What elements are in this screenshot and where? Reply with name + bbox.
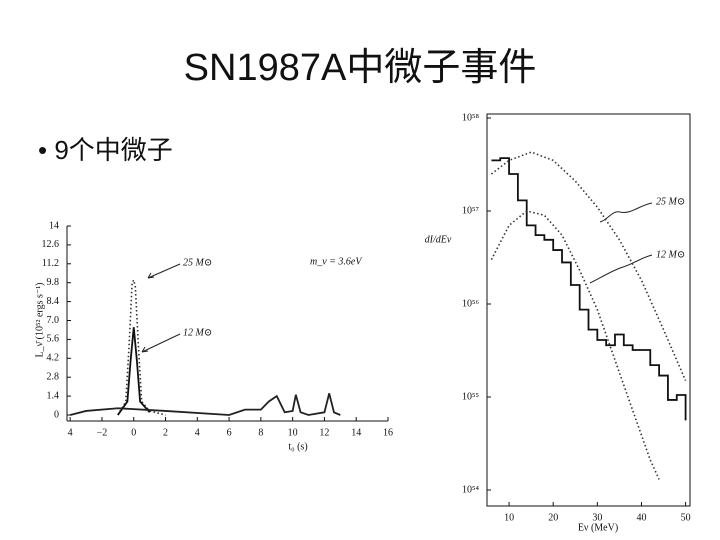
arrow <box>147 263 181 279</box>
x-tick-label: 6 <box>227 427 232 438</box>
y-tick-label: 10⁵⁴ <box>462 484 479 495</box>
series-line <box>69 393 341 416</box>
y-axis-label: L_ν̄ (10⁵² ergs s⁻¹) <box>34 283 45 358</box>
y-tick-label: 8.4 <box>47 296 60 307</box>
x-tick-label: −2 <box>97 427 108 438</box>
y-tick-label: 5.6 <box>47 334 60 345</box>
annotation: 12 M⊙ <box>656 249 685 260</box>
y-tick-label: 7.0 <box>47 315 60 326</box>
annotation: m_ν = 3.6eV <box>310 256 363 267</box>
plot-frame <box>486 113 691 507</box>
x-tick-label: 20 <box>548 512 558 523</box>
x-tick-label: 50 <box>681 512 691 523</box>
arrow <box>599 202 653 223</box>
x-tick-label: 30 <box>592 512 602 523</box>
y-tick-label: 9.8 <box>47 277 60 288</box>
y-tick-label: 10⁵⁸ <box>462 112 479 123</box>
y-axis-label: dI/dEν <box>425 234 452 245</box>
series-line <box>117 277 166 416</box>
annotation: 25 M⊙ <box>656 196 685 207</box>
y-tick-label: 10⁵⁶ <box>462 298 479 309</box>
x-tick-label: 0 <box>131 427 136 438</box>
y-tick-label: 2.8 <box>47 371 60 382</box>
y-tick-label: 0 <box>54 409 59 420</box>
y-tick-label: 1.4 <box>47 390 60 401</box>
series-line <box>490 210 660 480</box>
x-tick-label: 8 <box>258 427 263 438</box>
y-tick-label: 12.6 <box>42 239 60 250</box>
bullet: • 9个中微子 <box>38 135 173 165</box>
y-tick-label: 10⁵⁷ <box>462 205 479 216</box>
annotation: 12 M⊙ <box>183 327 212 338</box>
x-tick-label: 2 <box>163 427 168 438</box>
x-tick-label: 14 <box>351 427 361 438</box>
series-line <box>117 327 151 416</box>
arrow <box>589 254 653 284</box>
x-tick-label: 10 <box>288 427 298 438</box>
y-tick-label: 14 <box>49 220 59 231</box>
annotation: 25 M⊙ <box>183 257 212 268</box>
x-tick-label: 4 <box>68 427 73 438</box>
y-tick-label: 11.2 <box>42 258 59 269</box>
x-tick-label: 10 <box>504 512 514 523</box>
y-tick-label: 4.2 <box>47 353 60 364</box>
x-tick-label: 4 <box>195 427 200 438</box>
x-tick-label: 16 <box>383 427 393 438</box>
series-line <box>490 151 687 381</box>
x-tick-label: 12 <box>319 427 329 438</box>
y-tick-label: 10⁵⁵ <box>462 391 479 402</box>
x-tick-label: 40 <box>636 512 646 523</box>
slide-title: SN1987A中微子事件 <box>184 47 537 89</box>
arrow <box>141 333 181 353</box>
x-axis-label: Eν (MeV) <box>578 522 618 533</box>
series-line <box>491 157 687 421</box>
x-axis-label: t₀ (s) <box>288 441 307 452</box>
